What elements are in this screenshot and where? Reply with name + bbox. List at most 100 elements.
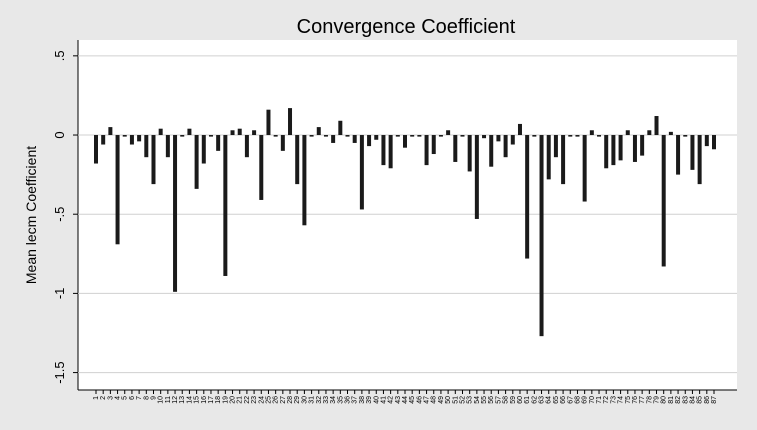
bar (453, 135, 458, 162)
x-tick-label: 87 (711, 396, 718, 404)
bar (568, 135, 573, 137)
bar (244, 135, 249, 158)
x-tick-label: 85 (697, 396, 704, 404)
x-tick-label: 44 (402, 396, 409, 404)
x-tick-label: 58 (503, 396, 510, 404)
bar (517, 123, 522, 136)
bar (388, 135, 393, 169)
x-tick-label: 71 (596, 396, 603, 404)
x-tick-label: 45 (409, 396, 416, 404)
x-tick-label: 84 (689, 396, 696, 404)
x-tick-label: 72 (603, 396, 610, 404)
bar (165, 135, 170, 158)
chart-title: Convergence Coefficient (297, 16, 516, 38)
x-tick-label: 48 (431, 396, 438, 404)
x-tick-label: 30 (301, 396, 308, 404)
bar (690, 135, 695, 170)
x-tick-label: 82 (675, 396, 682, 404)
bar (338, 120, 343, 136)
x-tick-label: 21 (237, 396, 244, 404)
bar (589, 130, 594, 136)
x-tick-label: 78 (646, 396, 653, 404)
x-tick-label: 56 (488, 396, 495, 404)
bar (632, 135, 637, 162)
bar (647, 130, 652, 136)
x-tick-label: 4 (115, 396, 122, 400)
bar (611, 135, 616, 166)
bar (230, 130, 235, 136)
x-tick-label: 28 (287, 396, 294, 404)
bar (323, 135, 328, 137)
x-tick-label: 86 (704, 396, 711, 404)
plot-area (78, 40, 737, 390)
x-tick-label: 39 (366, 396, 373, 404)
bar (597, 135, 602, 137)
bar (129, 135, 134, 145)
bar (403, 135, 407, 148)
x-tick-label: 38 (359, 396, 366, 404)
x-tick-label: 67 (567, 396, 574, 404)
x-tick-label: 35 (337, 396, 344, 404)
bar (640, 135, 645, 156)
bar (237, 128, 242, 136)
bar (676, 135, 681, 175)
x-tick-label: 2 (100, 396, 107, 400)
bar (180, 135, 185, 137)
bar (625, 130, 630, 136)
bar (539, 135, 544, 337)
bar (295, 135, 300, 185)
y-tick-label: -1 (52, 288, 67, 300)
x-tick-label: 55 (481, 396, 488, 404)
x-tick-label: 16 (201, 396, 208, 404)
x-tick-label: 14 (186, 396, 193, 404)
bar (604, 135, 609, 169)
x-tick-label: 42 (388, 396, 395, 404)
x-tick-label: 27 (280, 396, 287, 404)
x-tick-label: 10 (158, 396, 165, 404)
bar (510, 135, 515, 145)
x-tick-label: 20 (230, 396, 237, 404)
bar (259, 135, 264, 200)
x-tick-label: 46 (416, 396, 423, 404)
bar (668, 131, 673, 136)
x-tick-label: 22 (244, 396, 251, 404)
bar (331, 135, 336, 143)
x-tick-label: 9 (150, 396, 157, 400)
x-tick-label: 75 (625, 396, 632, 404)
bar (144, 135, 149, 158)
bar (158, 128, 163, 136)
bar (683, 135, 688, 137)
x-tick-label: 3 (107, 396, 114, 400)
x-tick-label: 33 (323, 396, 330, 404)
bar (460, 135, 465, 137)
x-tick-label: 59 (510, 396, 517, 404)
x-tick-label: 47 (424, 396, 431, 404)
bar (194, 135, 199, 189)
bar (489, 135, 494, 167)
bar (618, 135, 623, 161)
y-tick-label: 0 (52, 131, 67, 138)
bar (173, 135, 178, 292)
x-tick-label: 70 (589, 396, 596, 404)
x-tick-label: 24 (258, 396, 265, 404)
x-tick-label: 62 (531, 396, 538, 404)
x-tick-label: 41 (380, 396, 387, 404)
bar (410, 135, 415, 137)
bar (352, 135, 357, 143)
x-tick-label: 34 (330, 396, 337, 404)
x-tick-label: 76 (632, 396, 639, 404)
bar (561, 135, 566, 185)
bar (309, 135, 314, 137)
bar (661, 135, 666, 267)
bar (525, 135, 530, 259)
x-tick-label: 36 (345, 396, 352, 404)
x-tick-label: 51 (452, 396, 459, 404)
bar (503, 135, 508, 158)
x-tick-label: 74 (618, 396, 625, 404)
x-tick-label: 8 (143, 396, 150, 400)
bar (223, 135, 228, 276)
x-tick-label: 53 (467, 396, 474, 404)
bar (252, 130, 257, 136)
y-tick-label: .5 (52, 50, 67, 61)
